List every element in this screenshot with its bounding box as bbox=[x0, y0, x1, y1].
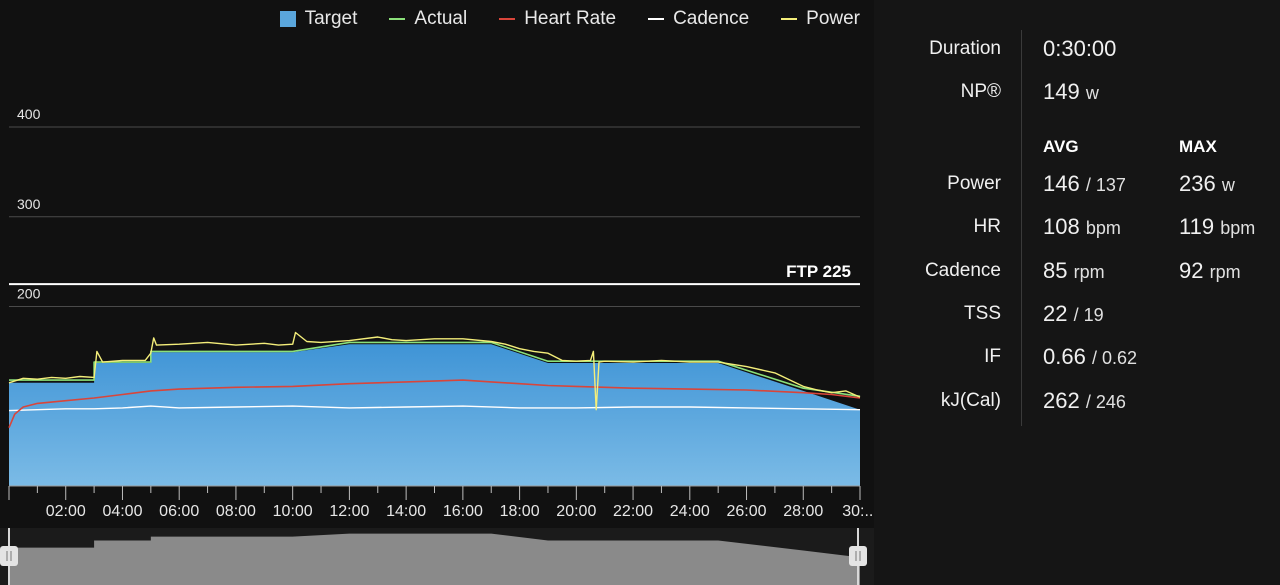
legend-swatch-cadence bbox=[648, 18, 665, 20]
hr-max: 119 bpm bbox=[1179, 214, 1255, 240]
max-header: MAX bbox=[1179, 137, 1217, 156]
kj-label: kJ(Cal) bbox=[940, 390, 1001, 411]
legend-swatch-heart-rate bbox=[499, 18, 516, 20]
legend-label-heart-rate: Heart Rate bbox=[524, 8, 617, 29]
x-tick-label: 28:00 bbox=[783, 503, 823, 520]
avg-header: AVG bbox=[1043, 137, 1079, 156]
x-tick-label: 08:00 bbox=[216, 503, 256, 520]
legend-target[interactable]: Target bbox=[279, 8, 358, 30]
if-avg-number: 0.66 bbox=[1043, 344, 1086, 369]
y-tick-label-200: 200 bbox=[17, 286, 41, 302]
if-label: IF bbox=[984, 346, 1001, 367]
cadence-avg: 85 rpm bbox=[1043, 258, 1105, 284]
cadence-max-unit: rpm bbox=[1209, 262, 1241, 282]
legend-cadence[interactable]: Cadence bbox=[648, 8, 749, 30]
y-tick-label-300: 300 bbox=[17, 196, 41, 212]
x-tick-label: 16:00 bbox=[443, 503, 483, 520]
legend-swatch-target bbox=[279, 11, 296, 27]
tss-avg-sub: / 19 bbox=[1073, 305, 1104, 325]
x-tick-label: 02:00 bbox=[46, 503, 86, 520]
duration-label: Duration bbox=[929, 38, 1001, 59]
x-tick-label: 04:00 bbox=[102, 503, 142, 520]
legend-actual[interactable]: Actual bbox=[389, 8, 467, 30]
cadence-max: 92 rpm bbox=[1179, 258, 1241, 284]
x-tick-label: 26:00 bbox=[727, 503, 767, 520]
stats-divider bbox=[1021, 30, 1022, 426]
series-heart-rate bbox=[8, 379, 861, 429]
cadence-max-number: 92 bbox=[1179, 258, 1204, 283]
x-tick-label: 06:00 bbox=[159, 503, 199, 520]
cadence-avg-number: 85 bbox=[1043, 258, 1068, 283]
x-tick-label: 22:00 bbox=[613, 503, 653, 520]
x-tick-label: 20:00 bbox=[556, 503, 596, 520]
legend-label-actual: Actual bbox=[414, 8, 468, 29]
x-tick-label: 12:00 bbox=[329, 503, 369, 520]
scrubber-left-handle[interactable] bbox=[0, 546, 18, 566]
hr-label: HR bbox=[973, 216, 1001, 237]
cadence-avg-unit: rpm bbox=[1073, 262, 1105, 282]
hr-avg: 108 bpm bbox=[1043, 214, 1121, 240]
hr-max-number: 119 bbox=[1179, 214, 1215, 239]
legend-label-cadence: Cadence bbox=[673, 8, 750, 29]
workout-chart: 200 300 400 FTP 225 02:00 04:00 06:00 08:00 10:0… bbox=[0, 106, 874, 585]
legend-heart-rate[interactable]: Heart Rate bbox=[499, 8, 616, 30]
np-unit: w bbox=[1085, 83, 1099, 103]
series-power bbox=[8, 331, 861, 411]
cadence-label: Cadence bbox=[924, 260, 1001, 281]
x-tick-label: 18:00 bbox=[500, 503, 540, 520]
scrubber-right-handle[interactable] bbox=[849, 546, 867, 566]
chart-legend: Target Actual Heart Rate Cadence Power bbox=[279, 8, 860, 30]
power-avg: 146 / 137 bbox=[1043, 171, 1126, 197]
hr-avg-number: 108 bbox=[1043, 214, 1080, 239]
series-cadence bbox=[8, 405, 861, 412]
stats-panel: Duration 0:30:00 NP® 149 w AVG MAX Power… bbox=[874, 0, 1280, 585]
power-max-unit: w bbox=[1221, 175, 1235, 195]
power-avg-sub: / 137 bbox=[1085, 175, 1126, 195]
x-tick-label: 14:00 bbox=[386, 503, 426, 520]
power-max: 236 w bbox=[1179, 171, 1235, 197]
tss-avg: 22 / 19 bbox=[1043, 301, 1104, 327]
series-actual bbox=[9, 341, 861, 398]
legend-label-target: Target bbox=[304, 8, 358, 29]
y-tick-label-400: 400 bbox=[17, 106, 41, 122]
if-avg-sub: / 0.62 bbox=[1091, 348, 1137, 368]
np-value: 149 w bbox=[1043, 79, 1099, 105]
chart-panel: 200 300 400 FTP 225 02:00 04:00 06:00 08:00 10:0… bbox=[0, 0, 874, 585]
kj-avg: 262 / 246 bbox=[1043, 388, 1126, 414]
x-tick-label: 10:00 bbox=[273, 503, 313, 520]
tss-label: TSS bbox=[964, 303, 1001, 324]
duration-value: 0:30:00 bbox=[1043, 36, 1117, 61]
hr-max-unit: bpm bbox=[1220, 218, 1256, 238]
kj-avg-sub: / 246 bbox=[1085, 392, 1126, 412]
ftp-label: FTP 225 bbox=[786, 262, 851, 281]
if-avg: 0.66 / 0.62 bbox=[1043, 344, 1137, 370]
x-tick-label: 24:00 bbox=[670, 503, 710, 520]
legend-swatch-power bbox=[781, 18, 798, 20]
kj-avg-number: 262 bbox=[1043, 388, 1080, 413]
power-label: Power bbox=[947, 173, 1001, 194]
legend-power[interactable]: Power bbox=[781, 8, 860, 30]
x-tick-label: 30:... bbox=[842, 503, 874, 520]
np-label: NP® bbox=[960, 81, 1001, 102]
legend-swatch-actual bbox=[389, 18, 406, 20]
np-number: 149 bbox=[1043, 79, 1080, 104]
hr-avg-unit: bpm bbox=[1085, 218, 1121, 238]
power-max-number: 236 bbox=[1179, 171, 1216, 196]
power-avg-number: 146 bbox=[1043, 171, 1080, 196]
tss-avg-number: 22 bbox=[1043, 301, 1068, 326]
overview-target-area bbox=[9, 533, 860, 585]
target-area bbox=[9, 344, 860, 486]
legend-label-power: Power bbox=[806, 8, 860, 29]
